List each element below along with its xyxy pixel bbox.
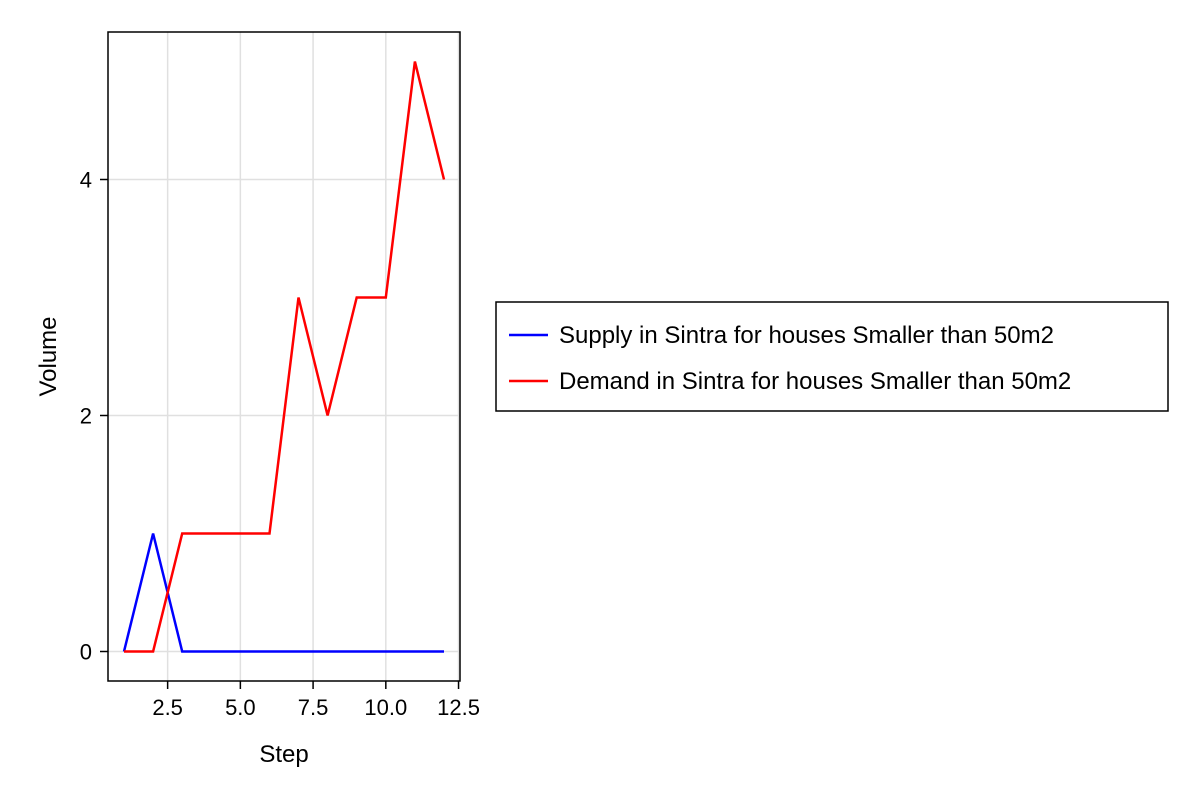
- y-tick-label: 0: [80, 640, 92, 665]
- x-tick-label: 12.5: [437, 695, 480, 720]
- y-tick-label: 4: [80, 168, 92, 193]
- legend-label-supply: Supply in Sintra for houses Smaller than…: [559, 322, 1054, 349]
- x-tick-label: 2.5: [152, 695, 183, 720]
- x-tick-label: 7.5: [298, 695, 329, 720]
- legend-label-demand: Demand in Sintra for houses Smaller than…: [559, 368, 1071, 395]
- series-line-demand: [124, 61, 446, 653]
- plot-frame: [107, 31, 461, 682]
- y-tick-label: 2: [80, 404, 92, 429]
- series-line-supply: [122, 533, 444, 653]
- x-tick-label: 10.0: [364, 695, 407, 720]
- x-tick-label: 5.0: [225, 695, 256, 720]
- x-axis-ticks: 2.5 5.0 7.5 10.0 12.5: [152, 681, 480, 720]
- legend: Supply in Sintra for houses Smaller than…: [495, 301, 1169, 412]
- series-layer: [122, 61, 446, 653]
- legend-box: [495, 301, 1169, 412]
- y-axis-ticks: 0 2 4: [80, 168, 108, 665]
- y-axis-title: Volume: [35, 316, 62, 396]
- x-axis-title: Step: [259, 741, 308, 768]
